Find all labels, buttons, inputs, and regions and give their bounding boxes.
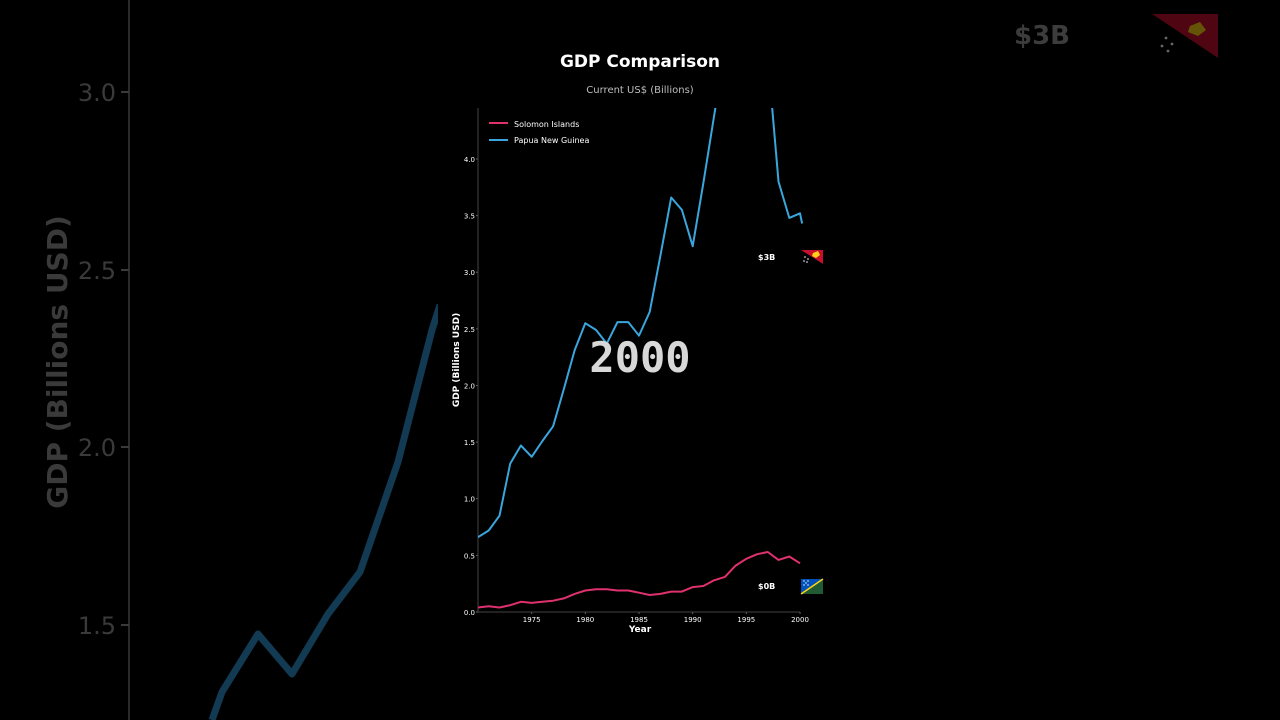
x-axis-ticks: 1975 1980 1985 1990 1995 2000 bbox=[523, 612, 809, 624]
solomon-islands-flag bbox=[800, 578, 824, 595]
y-tick-label: 1.5 bbox=[464, 439, 475, 447]
background-y-tick-label: 1.5 bbox=[78, 612, 116, 640]
series-lines bbox=[478, 108, 804, 609]
x-tick-label: 1980 bbox=[576, 616, 594, 624]
x-axis-label: Year bbox=[628, 625, 652, 635]
y-tick-label: 0.5 bbox=[464, 552, 475, 560]
chart-title: GDP Comparison bbox=[560, 52, 720, 72]
y-tick-label: 3.5 bbox=[464, 213, 475, 221]
x-tick-label: 1985 bbox=[630, 616, 648, 624]
y-tick-label: 1.0 bbox=[464, 496, 475, 504]
y-tick-label: 4.0 bbox=[464, 156, 475, 164]
y-axis-label: GDP (Billions USD) bbox=[452, 313, 462, 407]
y-tick-label: 3.0 bbox=[464, 269, 475, 277]
legend-label-papua-new-guinea: Papua New Guinea bbox=[514, 136, 589, 145]
background-y-axis-label: GDP (Billions USD) bbox=[41, 215, 74, 509]
papua-new-guinea-flag bbox=[801, 250, 823, 264]
end-label-papua-new-guinea: $3B bbox=[758, 253, 775, 262]
chart-panel bbox=[438, 0, 842, 720]
legend: Solomon Islands Papua New Guinea bbox=[489, 120, 589, 145]
y-axis-ticks: 0.0 0.5 1.0 1.5 2.0 2.5 3.0 3.5 4.0 bbox=[464, 156, 478, 617]
current-year-label: 2000 bbox=[589, 333, 690, 382]
background-y-tick-label: 2.0 bbox=[78, 434, 116, 462]
x-tick-label: 1995 bbox=[737, 616, 755, 624]
y-tick-label: 2.5 bbox=[464, 326, 475, 334]
background-end-label: $3B bbox=[1014, 21, 1070, 51]
end-label-solomon-islands: $0B bbox=[758, 582, 775, 591]
background-y-ticks: 3.0 2.5 2.0 1.5 bbox=[78, 79, 129, 640]
x-tick-label: 1975 bbox=[523, 616, 541, 624]
legend-label-solomon-islands: Solomon Islands bbox=[514, 120, 579, 129]
background-y-tick-label: 2.5 bbox=[78, 257, 116, 285]
background-papua-new-guinea-flag bbox=[1152, 14, 1218, 58]
x-tick-label: 2000 bbox=[791, 616, 809, 624]
series-line-papua-new-guinea bbox=[478, 108, 804, 539]
series-line-solomon-islands bbox=[478, 551, 801, 609]
x-tick-label: 1990 bbox=[684, 616, 702, 624]
y-tick-label: 0.0 bbox=[464, 609, 475, 617]
y-tick-label: 2.0 bbox=[464, 382, 475, 390]
background-y-tick-label: 3.0 bbox=[78, 79, 116, 107]
chart-subtitle: Current US$ (Billions) bbox=[586, 85, 693, 96]
background-gdp-line bbox=[208, 303, 444, 720]
